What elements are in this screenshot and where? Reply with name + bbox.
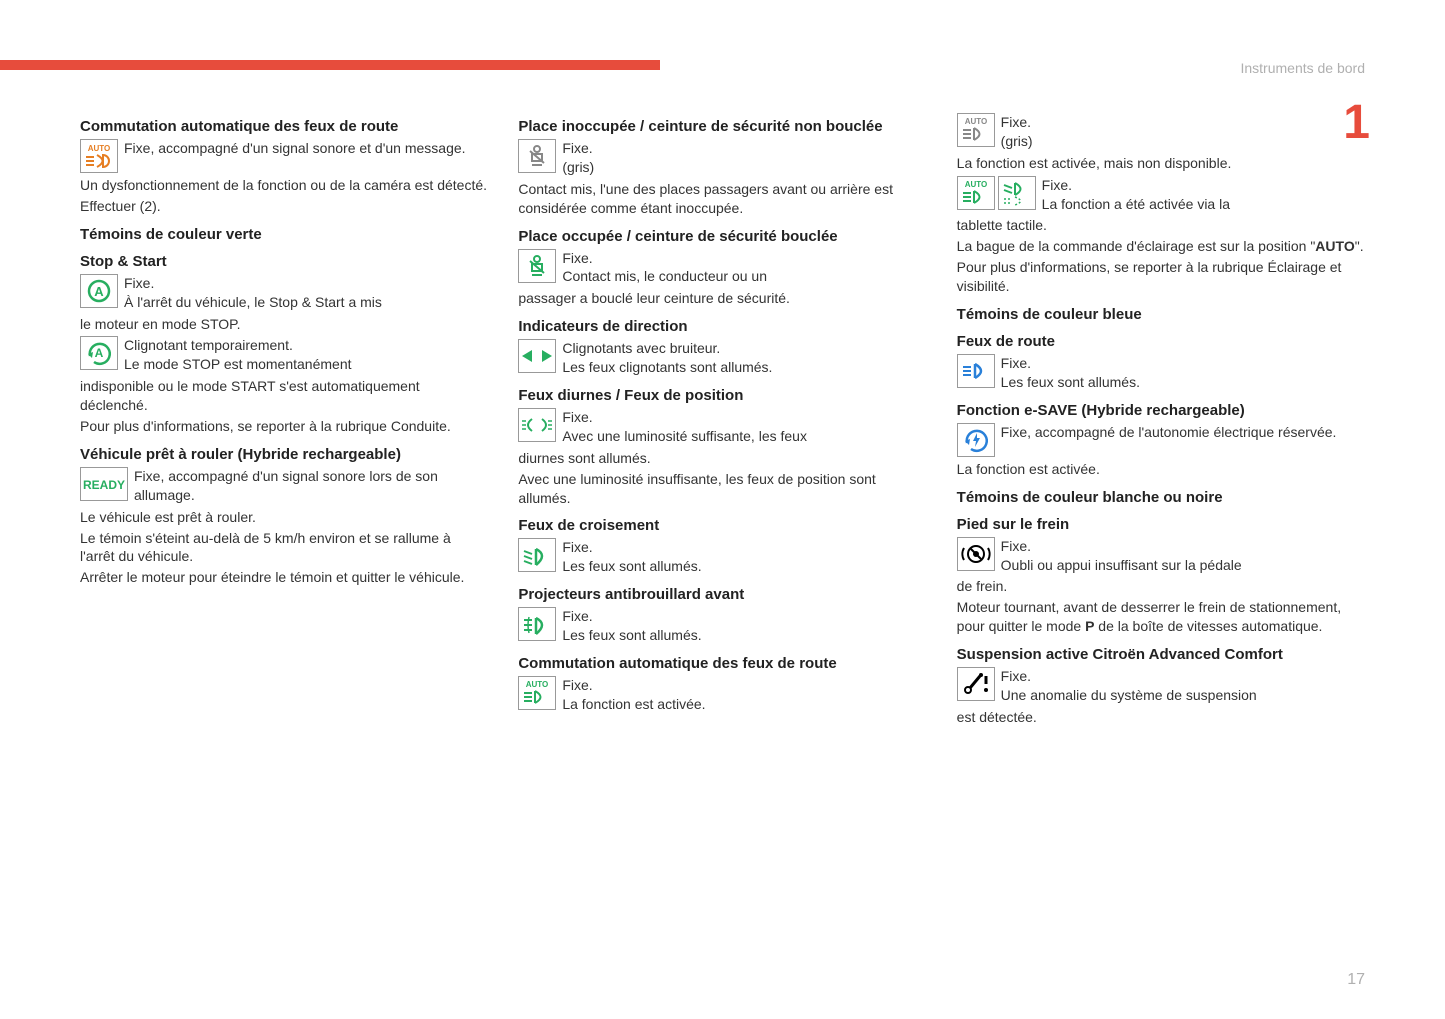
icon-description: Fixe, accompagné d'un signal sonore lors… — [134, 467, 488, 505]
auto-headlight-gray-icon: AUTO — [957, 113, 995, 147]
auto-headlight-orange-icon: AUTO — [80, 139, 118, 173]
body-text: Arrêter le moteur pour éteindre le témoi… — [80, 568, 488, 587]
body-text: La bague de la commande d'éclairage est … — [957, 237, 1365, 256]
column-1: Commutation automatique des feux de rout… — [80, 110, 488, 729]
icon-description: Fixe. (gris) — [562, 139, 926, 177]
suspension-black-icon — [957, 667, 995, 701]
section-header: Instruments de bord — [1240, 60, 1365, 76]
body-text: indisponible ou le mode START s'est auto… — [80, 377, 488, 415]
heading: Commutation automatique des feux de rout… — [80, 118, 488, 135]
foot-brake-black-icon — [957, 537, 995, 571]
seatbelt-green-icon — [518, 249, 556, 283]
icon-description: Fixe. Contact mis, le conducteur ou un — [562, 249, 926, 287]
heading: Feux de croisement — [518, 517, 926, 534]
stop-start-arrow-green-icon: A — [80, 336, 118, 370]
heading: Place occupée / ceinture de sécurité bou… — [518, 228, 926, 245]
svg-text:AUTO: AUTO — [88, 144, 111, 153]
column-2: Place inoccupée / ceinture de sécurité n… — [518, 110, 926, 729]
high-beam-blue-icon — [957, 354, 995, 388]
stop-start-green-icon: A — [80, 274, 118, 308]
svg-text:AUTO: AUTO — [964, 180, 987, 189]
body-text: La fonction est activée, mais non dispon… — [957, 154, 1365, 173]
page-number: 17 — [1347, 971, 1365, 989]
icon-description: Fixe. Oubli ou appui insuffisant sur la … — [1001, 537, 1365, 575]
heading: Commutation automatique des feux de rout… — [518, 655, 926, 672]
svg-text:AUTO: AUTO — [964, 117, 987, 126]
heading: Fonction e-SAVE (Hybride rechargeable) — [957, 402, 1365, 419]
low-beam-green-icon — [518, 538, 556, 572]
icon-description: Fixe. (gris) — [1001, 113, 1365, 151]
heading: Stop & Start — [80, 253, 488, 270]
body-text: de frein. — [957, 577, 1365, 596]
ready-green-icon: READY — [80, 467, 128, 501]
position-lights-green-icon — [518, 408, 556, 442]
icon-description: Fixe. La fonction a été activée via la — [1042, 176, 1365, 214]
icon-description: Fixe. La fonction est activée. — [562, 676, 926, 714]
icon-description: Fixe. Une anomalie du système de suspens… — [1001, 667, 1365, 705]
icon-description: Clignotant temporairement. Le mode STOP … — [124, 336, 488, 374]
body-text: Le témoin s'éteint au-delà de 5 km/h env… — [80, 529, 488, 567]
color-group-heading: Témoins de couleur verte — [80, 226, 488, 243]
body-text: le moteur en mode STOP. — [80, 315, 488, 334]
body-text: tablette tactile. — [957, 216, 1365, 235]
body-text: Moteur tournant, avant de desserrer le f… — [957, 598, 1365, 636]
top-accent-bar — [0, 60, 660, 70]
column-3: AUTO Fixe. (gris) La fonction est activé… — [957, 110, 1365, 729]
icon-description: Fixe. Les feux sont allumés. — [562, 538, 926, 576]
icon-description: Fixe, accompagné de l'autonomie électriq… — [1001, 423, 1365, 442]
heading: Projecteurs antibrouillard avant — [518, 586, 926, 603]
auto-headlight-green-icon: AUTO — [957, 176, 995, 210]
color-group-heading: Témoins de couleur bleue — [957, 306, 1365, 323]
seatbelt-gray-icon — [518, 139, 556, 173]
heading: Indicateurs de direction — [518, 318, 926, 335]
body-text: Pour plus d'informations, se reporter à … — [80, 417, 488, 436]
fog-light-green-icon — [518, 607, 556, 641]
svg-text:AUTO: AUTO — [526, 680, 549, 689]
esave-blue-icon — [957, 423, 995, 457]
icon-description: Clignotants avec bruiteur. Les feux clig… — [562, 339, 926, 377]
icon-description: Fixe, accompagné d'un signal sonore et d… — [124, 139, 488, 158]
auto-headlight-green-icon: AUTO — [518, 676, 556, 710]
icon-description: Fixe. À l'arrêt du véhicule, le Stop & S… — [124, 274, 488, 312]
body-text: Contact mis, l'une des places passagers … — [518, 180, 926, 218]
svg-text:A: A — [94, 284, 104, 299]
svg-text:A: A — [95, 346, 104, 360]
heading: Pied sur le frein — [957, 516, 1365, 533]
body-text: Pour plus d'informations, se reporter à … — [957, 258, 1365, 296]
turn-signals-green-icon — [518, 339, 556, 373]
heading: Suspension active Citroën Advanced Comfo… — [957, 646, 1365, 663]
svg-text:READY: READY — [83, 478, 125, 492]
low-beam-dashed-green-icon — [998, 176, 1036, 210]
heading: Feux diurnes / Feux de position — [518, 387, 926, 404]
icon-description: Fixe. Avec une luminosité suffisante, le… — [562, 408, 926, 446]
heading: Feux de route — [957, 333, 1365, 350]
heading: Place inoccupée / ceinture de sécurité n… — [518, 118, 926, 135]
body-text: Un dysfonctionnement de la fonction ou d… — [80, 176, 488, 195]
content-columns: Commutation automatique des feux de rout… — [80, 110, 1365, 729]
body-text: diurnes sont allumés. — [518, 449, 926, 468]
heading: Véhicule prêt à rouler (Hybride recharge… — [80, 446, 488, 463]
body-text: passager a bouclé leur ceinture de sécur… — [518, 289, 926, 308]
body-text: Avec une luminosité insuffisante, les fe… — [518, 470, 926, 508]
icon-description: Fixe. Les feux sont allumés. — [562, 607, 926, 645]
body-text: La fonction est activée. — [957, 460, 1365, 479]
color-group-heading: Témoins de couleur blanche ou noire — [957, 489, 1365, 506]
icon-description: Fixe. Les feux sont allumés. — [1001, 354, 1365, 392]
body-text: Le véhicule est prêt à rouler. — [80, 508, 488, 527]
body-text: Effectuer (2). — [80, 197, 488, 216]
body-text: est détectée. — [957, 708, 1365, 727]
